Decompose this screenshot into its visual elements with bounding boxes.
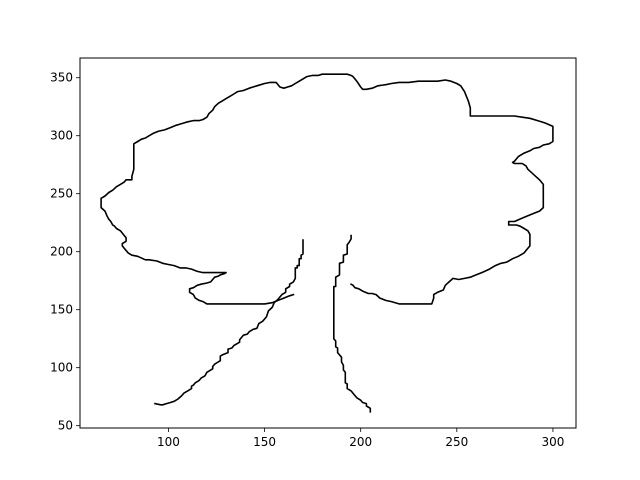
x-tick-label: 250: [445, 435, 468, 449]
series-line-3: [332, 234, 372, 413]
x-axis: 100 150 200 250 300: [157, 428, 564, 449]
x-tick-label: 300: [541, 435, 564, 449]
y-tick-label: 300: [50, 129, 73, 143]
series-layer: [100, 73, 554, 413]
axes-frame: [79, 57, 577, 429]
y-tick-label: 50: [58, 419, 73, 433]
y-tick-label: 350: [50, 71, 73, 85]
y-tick-label: 200: [50, 245, 73, 259]
y-tick-label: 250: [50, 187, 73, 201]
y-axis: 50 100 150 200 250 300 350: [50, 71, 80, 433]
series-line-2: [100, 73, 554, 305]
x-tick-label: 200: [349, 435, 372, 449]
x-tick-label: 100: [157, 435, 180, 449]
series-line-1: [154, 239, 304, 406]
y-tick-label: 150: [50, 303, 73, 317]
y-tick-label: 100: [50, 361, 73, 375]
x-tick-label: 150: [253, 435, 276, 449]
